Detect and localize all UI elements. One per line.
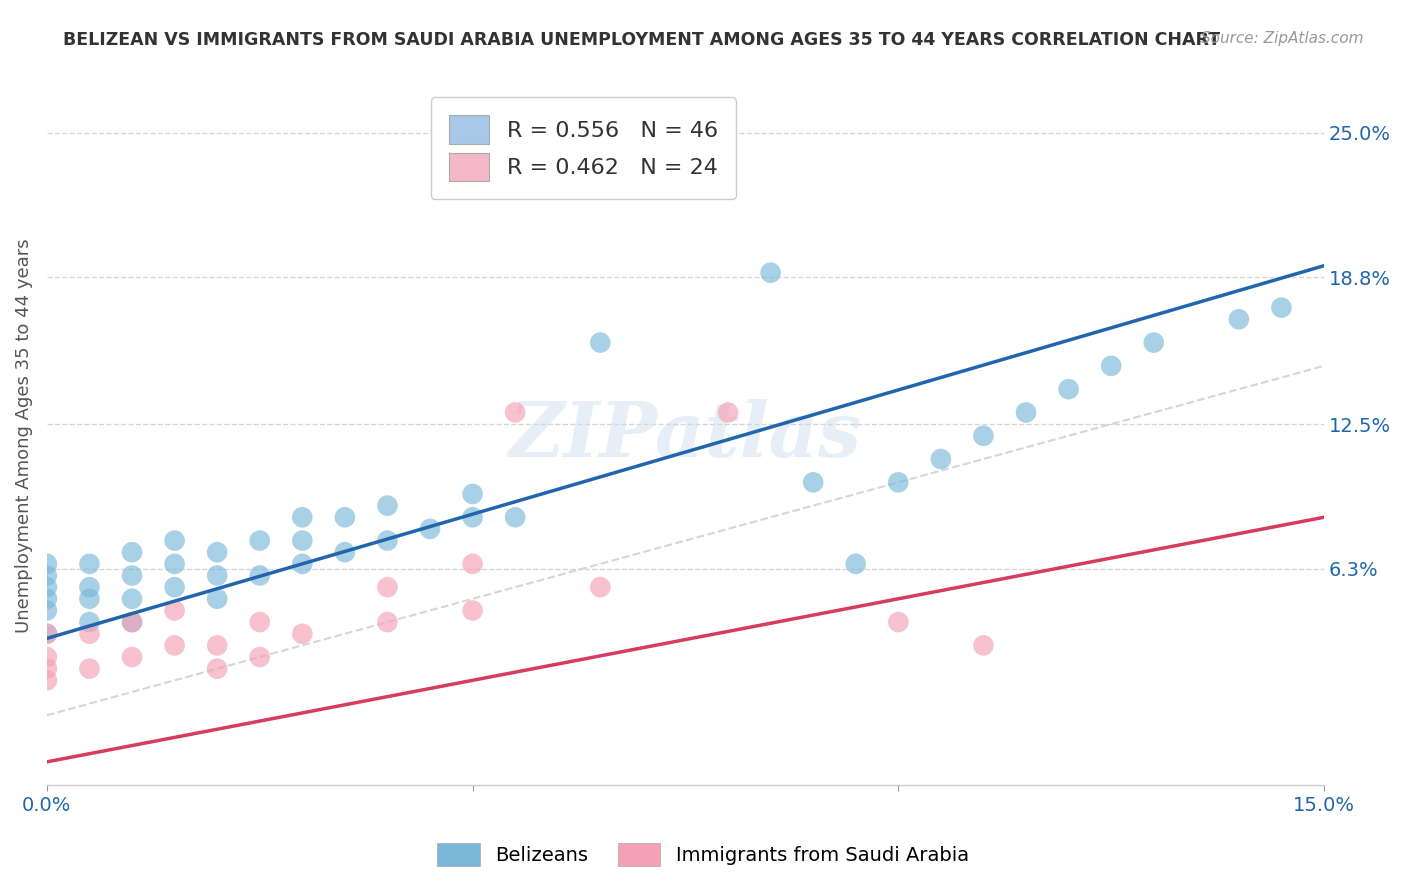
Point	[887, 615, 910, 629]
Point	[333, 510, 356, 524]
Point	[461, 487, 484, 501]
Point	[205, 568, 228, 582]
Point	[205, 591, 228, 606]
Point	[35, 580, 58, 594]
Point	[35, 650, 58, 665]
Point	[419, 522, 441, 536]
Point	[1015, 405, 1038, 419]
Point	[972, 639, 994, 653]
Point	[759, 266, 782, 280]
Point	[291, 557, 314, 571]
Point	[205, 662, 228, 676]
Legend: Belizeans, Immigrants from Saudi Arabia: Belizeans, Immigrants from Saudi Arabia	[429, 835, 977, 873]
Point	[1227, 312, 1250, 326]
Point	[205, 639, 228, 653]
Point	[929, 452, 952, 467]
Point	[1143, 335, 1166, 350]
Point	[589, 335, 612, 350]
Point	[333, 545, 356, 559]
Point	[377, 580, 399, 594]
Point	[35, 603, 58, 617]
Text: Source: ZipAtlas.com: Source: ZipAtlas.com	[1201, 31, 1364, 46]
Point	[35, 591, 58, 606]
Point	[79, 580, 101, 594]
Point	[249, 568, 271, 582]
Point	[377, 615, 399, 629]
Point	[503, 510, 526, 524]
Point	[291, 533, 314, 548]
Point	[121, 615, 143, 629]
Point	[972, 429, 994, 443]
Point	[121, 615, 143, 629]
Point	[121, 568, 143, 582]
Point	[1099, 359, 1122, 373]
Point	[377, 499, 399, 513]
Legend: R = 0.556   N = 46, R = 0.462   N = 24: R = 0.556 N = 46, R = 0.462 N = 24	[432, 97, 735, 199]
Point	[503, 405, 526, 419]
Point	[35, 568, 58, 582]
Point	[461, 603, 484, 617]
Point	[249, 650, 271, 665]
Point	[79, 626, 101, 640]
Point	[79, 662, 101, 676]
Point	[79, 591, 101, 606]
Point	[163, 557, 186, 571]
Point	[121, 591, 143, 606]
Point	[461, 510, 484, 524]
Text: BELIZEAN VS IMMIGRANTS FROM SAUDI ARABIA UNEMPLOYMENT AMONG AGES 35 TO 44 YEARS : BELIZEAN VS IMMIGRANTS FROM SAUDI ARABIA…	[63, 31, 1220, 49]
Point	[35, 557, 58, 571]
Point	[35, 626, 58, 640]
Point	[35, 673, 58, 688]
Point	[121, 650, 143, 665]
Point	[163, 603, 186, 617]
Point	[163, 639, 186, 653]
Point	[79, 615, 101, 629]
Point	[1270, 301, 1292, 315]
Point	[163, 533, 186, 548]
Point	[121, 545, 143, 559]
Point	[249, 533, 271, 548]
Point	[801, 475, 824, 490]
Point	[35, 662, 58, 676]
Point	[79, 557, 101, 571]
Point	[291, 626, 314, 640]
Point	[845, 557, 868, 571]
Point	[461, 557, 484, 571]
Point	[205, 545, 228, 559]
Point	[1057, 382, 1080, 396]
Point	[163, 580, 186, 594]
Y-axis label: Unemployment Among Ages 35 to 44 years: Unemployment Among Ages 35 to 44 years	[15, 238, 32, 633]
Text: ZIPatlas: ZIPatlas	[509, 399, 862, 473]
Point	[377, 533, 399, 548]
Point	[249, 615, 271, 629]
Point	[291, 510, 314, 524]
Point	[589, 580, 612, 594]
Point	[887, 475, 910, 490]
Point	[35, 626, 58, 640]
Point	[717, 405, 740, 419]
